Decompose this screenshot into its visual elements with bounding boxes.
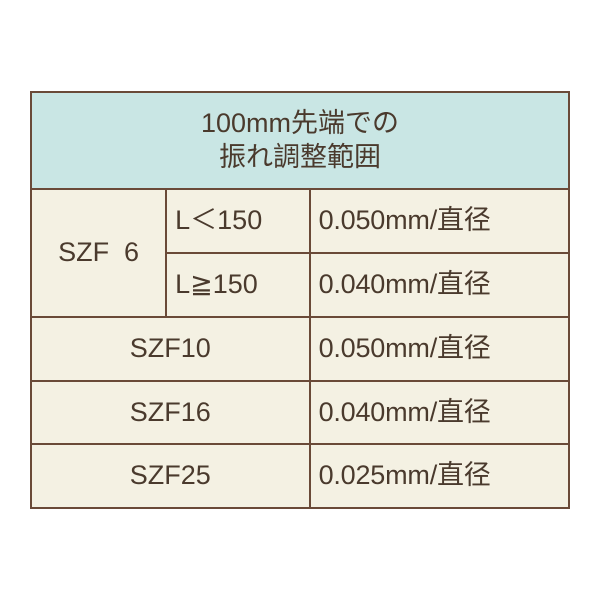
model-cell-szf6: SZF 6 (31, 189, 166, 317)
table-header: 100mm先端での 振れ調整範囲 (31, 92, 569, 190)
table-row: SZF10 0.050mm/直径 (31, 317, 569, 381)
header-line-2: 振れ調整範囲 (40, 141, 560, 175)
condition-cell: L≧150 (166, 253, 309, 317)
value-cell: 0.025mm/直径 (310, 444, 569, 508)
value-cell: 0.050mm/直径 (310, 317, 569, 381)
header-line-1: 100mm先端での (40, 107, 560, 141)
table-row: SZF 6 L＜150 0.050mm/直径 (31, 189, 569, 253)
value-cell: 0.050mm/直径 (310, 189, 569, 253)
table-row: SZF16 0.040mm/直径 (31, 381, 569, 445)
model-cell-szf10: SZF10 (31, 317, 310, 381)
table-row: SZF25 0.025mm/直径 (31, 444, 569, 508)
spec-table: 100mm先端での 振れ調整範囲 SZF 6 L＜150 0.050mm/直径 … (30, 91, 570, 509)
value-cell: 0.040mm/直径 (310, 253, 569, 317)
model-cell-szf16: SZF16 (31, 381, 310, 445)
model-cell-szf25: SZF25 (31, 444, 310, 508)
condition-cell: L＜150 (166, 189, 309, 253)
value-cell: 0.040mm/直径 (310, 381, 569, 445)
